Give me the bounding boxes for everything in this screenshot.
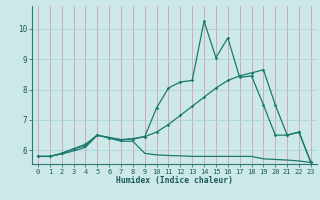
X-axis label: Humidex (Indice chaleur): Humidex (Indice chaleur) — [116, 176, 233, 185]
